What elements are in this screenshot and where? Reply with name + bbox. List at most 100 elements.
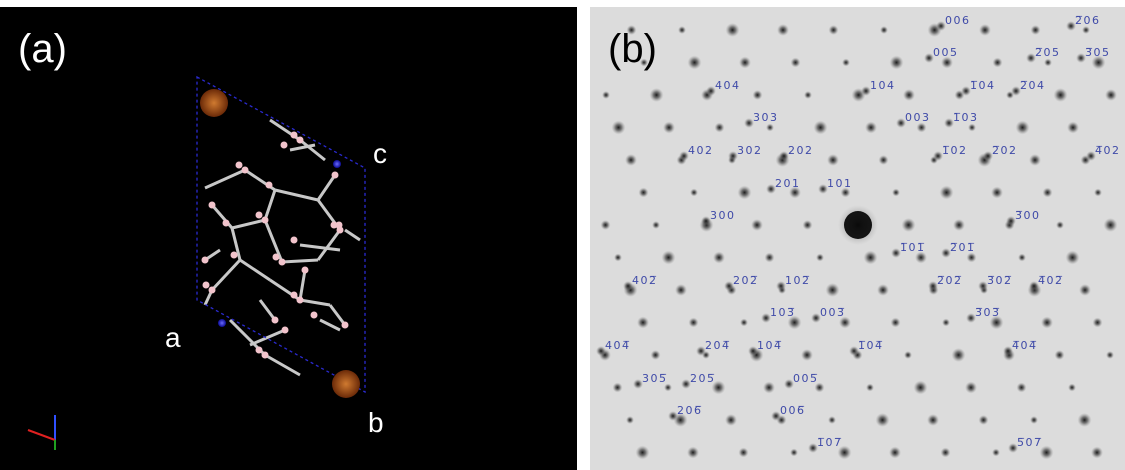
- spot: [940, 447, 951, 458]
- spot: [638, 187, 649, 198]
- bond: [230, 227, 242, 261]
- spot: [1008, 443, 1018, 453]
- spot: [596, 346, 606, 356]
- spot: [818, 184, 828, 194]
- spot: [875, 413, 890, 427]
- spot: [890, 317, 901, 328]
- atom: [290, 236, 298, 244]
- spot: [927, 414, 939, 426]
- bond: [274, 188, 319, 202]
- spot: [915, 251, 927, 264]
- spot-label: 1̅07̅: [817, 436, 843, 449]
- spot: [939, 185, 954, 200]
- spot: [1091, 446, 1103, 459]
- bond: [319, 318, 341, 332]
- atom: [280, 141, 288, 149]
- spot: [713, 251, 725, 264]
- spot-label: 3̅00: [1015, 209, 1041, 222]
- atom: [200, 89, 228, 117]
- spot: [739, 56, 751, 69]
- atom: [331, 171, 339, 179]
- spot: [738, 447, 749, 458]
- atom: [230, 251, 238, 259]
- bond: [258, 299, 277, 321]
- spot: [650, 350, 661, 360]
- atom: [341, 321, 349, 329]
- spot: [816, 253, 824, 262]
- spot-label: 302: [737, 144, 763, 157]
- spot: [983, 151, 993, 161]
- spot-label: 2̅01̅: [950, 241, 976, 254]
- spot-label: 305̅: [642, 372, 668, 385]
- spot-label: 101: [827, 177, 853, 190]
- spot: [991, 186, 1003, 199]
- bond: [328, 304, 347, 326]
- spot-label: 3̅05: [1085, 46, 1111, 59]
- spot: [866, 383, 874, 392]
- atom: [222, 219, 230, 227]
- spot: [1054, 350, 1065, 360]
- panel-label: (b): [608, 27, 657, 71]
- panel-label: (a): [18, 27, 67, 71]
- spot: [626, 25, 637, 35]
- spot-label: 1̅04̅: [858, 339, 884, 352]
- spot: [901, 218, 916, 232]
- spot-label: 1̅04: [970, 79, 996, 92]
- atom: [281, 326, 289, 334]
- spot: [936, 21, 946, 31]
- spot: [625, 154, 637, 166]
- spot: [903, 89, 915, 101]
- spot: [878, 155, 889, 165]
- spot: [961, 86, 971, 96]
- atom: [296, 296, 304, 304]
- spot: [635, 445, 650, 460]
- spot: [1003, 346, 1013, 356]
- spot-label: 202: [788, 144, 814, 157]
- atom: [208, 201, 216, 209]
- spot-label: 1̅03: [953, 111, 979, 124]
- bond: [264, 353, 301, 377]
- atom: [290, 131, 298, 139]
- spot: [811, 313, 821, 323]
- spot-label: 2̅04: [1020, 79, 1046, 92]
- spot-label: 1̅01̅: [900, 241, 926, 254]
- bond: [299, 243, 341, 252]
- spot-label: 2̅02̅: [937, 274, 963, 287]
- spot-label: 2̅06: [1075, 14, 1101, 27]
- spot: [1079, 284, 1091, 296]
- spot: [966, 313, 976, 323]
- bond: [263, 219, 284, 263]
- molecule: [201, 118, 361, 377]
- spot: [839, 316, 851, 329]
- spot: [600, 220, 611, 230]
- spot: [771, 411, 781, 421]
- spot-label: 4̅02: [1095, 144, 1121, 157]
- spot: [752, 90, 763, 100]
- spot: [696, 346, 706, 356]
- spot: [1029, 154, 1041, 166]
- atom: [330, 221, 338, 229]
- spot-labels: 006 2̅06 005 2̅05 3̅05 404 104 1̅04 2̅04 303 003 1̅…: [596, 14, 1121, 453]
- spot-label: 202̅: [733, 274, 759, 287]
- spot: [828, 25, 839, 35]
- bond: [344, 228, 361, 242]
- spot: [891, 248, 901, 258]
- spot: [728, 151, 738, 161]
- spot: [681, 379, 691, 389]
- spot: [740, 318, 748, 327]
- spot: [904, 351, 912, 359]
- unit-cell: [196, 75, 366, 394]
- spot: [675, 284, 687, 296]
- central-halo: [838, 205, 878, 245]
- spot: [942, 318, 950, 327]
- spot: [1067, 121, 1079, 134]
- spot: [1066, 21, 1076, 31]
- spot-label: 3̅03̅: [975, 306, 1001, 319]
- spot: [840, 187, 851, 198]
- spot: [1006, 216, 1016, 226]
- bond: [299, 138, 326, 162]
- spot: [1056, 221, 1064, 229]
- atom: [255, 211, 263, 219]
